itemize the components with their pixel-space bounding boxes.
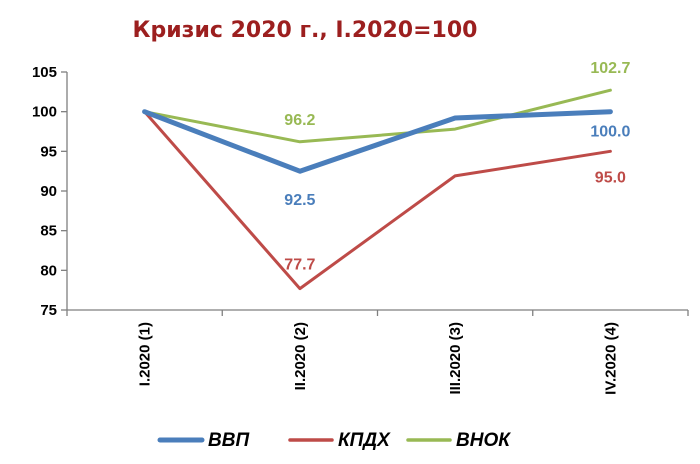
data-label: 102.7 [590,60,630,77]
y-tick-label: 90 [40,183,57,200]
y-tick-label: 80 [40,262,57,279]
data-labels: 92.5 100.0 77.7 95.0 96.2 102.7 [284,60,630,273]
legend-label: КПДХ [338,430,391,451]
series-line [142,109,613,174]
data-label: 95.0 [595,169,626,186]
legend-label: ВВП [208,430,249,451]
legend-label: ВНОК [456,430,511,451]
x-tick-label: IV.2020 (4) [602,322,619,395]
chart-title: Кризис 2020 г., I.2020=100 [133,18,478,43]
data-label: 96.2 [284,112,315,129]
data-label: 100.0 [590,124,630,141]
series-line [143,110,612,291]
y-tick-label: 95 [40,143,57,160]
y-tick-label: 75 [40,302,57,319]
y-tick-label: 100 [32,104,57,121]
legend: ВВП КПДХ ВНОК [157,430,511,451]
x-tick-label: II.2020 (2) [292,322,309,390]
x-tick-label: I.2020 (1) [137,322,154,386]
y-tick-label: 105 [32,64,57,81]
axes: 75 80 85 90 95 100 105 I.2020 (1) II.2020 (2) III… [32,64,689,395]
x-tick-label: III.2020 (3) [447,322,464,395]
series-lines [142,88,613,291]
data-label: 77.7 [284,257,315,274]
y-tick-label: 85 [40,223,57,240]
data-label: 92.5 [284,192,315,209]
series-line [143,88,612,144]
